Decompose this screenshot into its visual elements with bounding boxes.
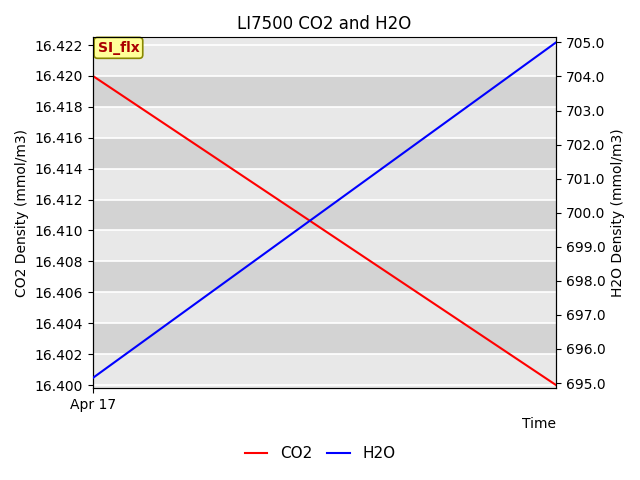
CO2 — [552, 382, 560, 388]
H2O — [312, 214, 319, 219]
Bar — [93, 354, 556, 385]
Bar — [93, 107, 556, 138]
Bar — [93, 262, 556, 292]
Text: SI_flx: SI_flx — [97, 41, 140, 55]
CO2 — [365, 257, 372, 263]
CO2 — [340, 240, 348, 246]
Y-axis label: H2O Density (mmol/m3): H2O Density (mmol/m3) — [611, 129, 625, 297]
Bar — [93, 168, 556, 200]
Bar — [93, 76, 556, 107]
Title: LI7500 CO2 and H2O: LI7500 CO2 and H2O — [237, 15, 412, 33]
CO2 — [309, 220, 317, 226]
Line: H2O: H2O — [93, 42, 556, 378]
X-axis label: Time: Time — [522, 418, 556, 432]
CO2 — [468, 326, 476, 332]
CO2 — [312, 222, 319, 228]
Bar — [93, 200, 556, 230]
H2O — [89, 375, 97, 381]
Line: CO2: CO2 — [93, 76, 556, 385]
Y-axis label: CO2 Density (mmol/m3): CO2 Density (mmol/m3) — [15, 129, 29, 297]
Bar — [93, 323, 556, 354]
CO2 — [89, 73, 97, 79]
H2O — [541, 48, 548, 53]
H2O — [340, 193, 348, 199]
Bar — [93, 292, 556, 323]
Bar — [93, 45, 556, 76]
CO2 — [541, 375, 548, 381]
H2O — [309, 216, 317, 221]
Bar — [93, 138, 556, 168]
H2O — [365, 175, 372, 181]
Bar — [93, 230, 556, 262]
Legend: CO2, H2O: CO2, H2O — [239, 440, 401, 468]
H2O — [468, 100, 476, 106]
H2O — [552, 39, 560, 45]
